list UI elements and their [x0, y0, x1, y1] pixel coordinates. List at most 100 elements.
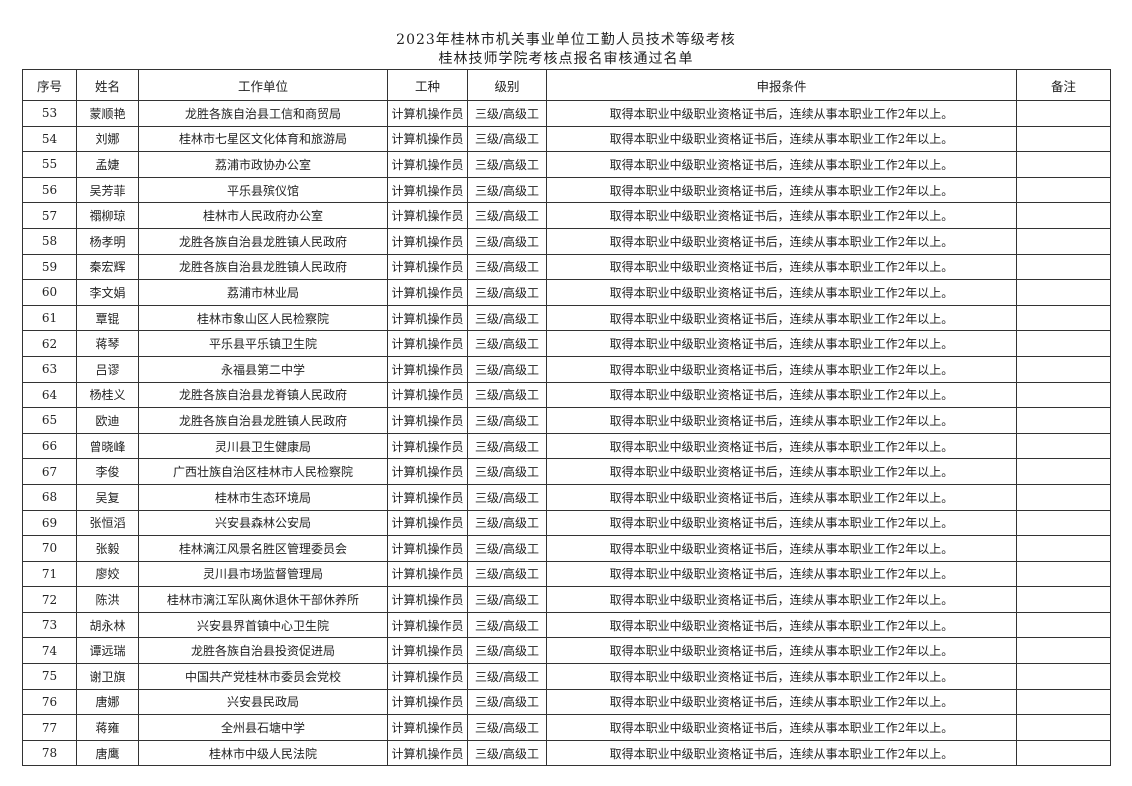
cell-level: 三级/高级工 — [467, 330, 547, 357]
cell-seq: 56 — [22, 176, 77, 204]
cell-level: 三级/高级工 — [467, 227, 547, 255]
cell-trade: 计算机操作员 — [387, 381, 468, 409]
cell-condition: 取得本职业中级职业资格证书后，连续从事本职业工作2年以上。 — [546, 663, 1017, 690]
cell-seq: 78 — [22, 739, 77, 767]
cell-unit: 龙胜各族自治县龙脊镇人民政府 — [138, 381, 388, 409]
table-row: 54 刘娜 桂林市七星区文化体育和旅游局 计算机操作员 三级/高级工 取得本职业中级职业资… — [22, 125, 1111, 153]
cell-remark — [1016, 663, 1111, 690]
cell-trade: 计算机操作员 — [387, 151, 468, 178]
cell-trade: 计算机操作员 — [387, 509, 468, 537]
cell-unit: 桂林市人民政府办公室 — [138, 202, 388, 229]
document-title: 2023年桂林市机关事业单位工勤人员技术等级考核 — [396, 32, 736, 48]
cell-level: 三级/高级工 — [467, 509, 547, 537]
cell-seq: 71 — [22, 560, 77, 588]
cell-remark — [1016, 381, 1111, 409]
cell-level: 三级/高级工 — [467, 586, 547, 613]
cell-trade: 计算机操作员 — [387, 304, 468, 332]
cell-remark — [1016, 739, 1111, 767]
table-row: 63 吕谬 永福县第二中学 计算机操作员 三级/高级工 取得本职业中级职业资格证书后，连续… — [22, 355, 1111, 383]
cell-seq: 63 — [22, 355, 77, 383]
cell-seq: 69 — [22, 509, 77, 537]
cell-name: 吴芳菲 — [76, 176, 139, 204]
cell-remark — [1016, 355, 1111, 383]
cell-name: 李文娟 — [76, 279, 139, 306]
header-level: 级别 — [467, 69, 547, 101]
cell-condition: 取得本职业中级职业资格证书后，连续从事本职业工作2年以上。 — [546, 586, 1017, 613]
table-row: 69 张恒滔 兴安县森林公安局 计算机操作员 三级/高级工 取得本职业中级职业资格证书后，… — [22, 509, 1111, 537]
cell-level: 三级/高级工 — [467, 714, 547, 741]
cell-level: 三级/高级工 — [467, 355, 547, 383]
cell-unit: 兴安县界首镇中心卫生院 — [138, 611, 388, 639]
cell-seq: 76 — [22, 688, 77, 716]
cell-seq: 55 — [22, 151, 77, 178]
table-row: 74 谭远瑞 龙胜各族自治县投资促进局 计算机操作员 三级/高级工 取得本职业中级职业资格… — [22, 637, 1111, 665]
cell-trade: 计算机操作员 — [387, 560, 468, 588]
cell-seq: 75 — [22, 663, 77, 690]
cell-remark — [1016, 509, 1111, 537]
cell-remark — [1016, 714, 1111, 741]
cell-condition: 取得本职业中级职业资格证书后，连续从事本职业工作2年以上。 — [546, 483, 1017, 511]
table-row: 76 唐娜 兴安县民政局 计算机操作员 三级/高级工 取得本职业中级职业资格证书后，连续从… — [22, 688, 1111, 716]
cell-condition: 取得本职业中级职业资格证书后，连续从事本职业工作2年以上。 — [546, 227, 1017, 255]
cell-remark — [1016, 407, 1111, 434]
cell-trade: 计算机操作员 — [387, 227, 468, 255]
cell-trade: 计算机操作员 — [387, 688, 468, 716]
cell-seq: 66 — [22, 432, 77, 460]
cell-condition: 取得本职业中级职业资格证书后，连续从事本职业工作2年以上。 — [546, 739, 1017, 767]
cell-unit: 桂林漓江风景名胜区管理委员会 — [138, 535, 388, 562]
cell-trade: 计算机操作员 — [387, 535, 468, 562]
cell-unit: 桂林市中级人民法院 — [138, 739, 388, 767]
cell-remark — [1016, 688, 1111, 716]
cell-remark — [1016, 279, 1111, 306]
cell-unit: 全州县石塘中学 — [138, 714, 388, 741]
cell-seq: 72 — [22, 586, 77, 613]
cell-level: 三级/高级工 — [467, 176, 547, 204]
cell-level: 三级/高级工 — [467, 381, 547, 409]
cell-remark — [1016, 637, 1111, 665]
cell-unit: 永福县第二中学 — [138, 355, 388, 383]
cell-condition: 取得本职业中级职业资格证书后，连续从事本职业工作2年以上。 — [546, 176, 1017, 204]
cell-remark — [1016, 611, 1111, 639]
table-row: 65 欧迪 龙胜各族自治县龙胜镇人民政府 计算机操作员 三级/高级工 取得本职业中级职业资… — [22, 407, 1111, 434]
cell-trade: 计算机操作员 — [387, 637, 468, 665]
cell-trade: 计算机操作员 — [387, 202, 468, 229]
cell-name: 孟婕 — [76, 151, 139, 178]
cell-seq: 53 — [22, 100, 77, 127]
cell-remark — [1016, 202, 1111, 229]
table-row: 58 杨孝明 龙胜各族自治县龙胜镇人民政府 计算机操作员 三级/高级工 取得本职业中级职业… — [22, 227, 1111, 255]
cell-condition: 取得本职业中级职业资格证书后，连续从事本职业工作2年以上。 — [546, 304, 1017, 332]
table-row: 77 蒋雍 全州县石塘中学 计算机操作员 三级/高级工 取得本职业中级职业资格证书后，连续… — [22, 714, 1111, 741]
cell-name: 陈洪 — [76, 586, 139, 613]
cell-unit: 平乐县平乐镇卫生院 — [138, 330, 388, 357]
cell-condition: 取得本职业中级职业资格证书后，连续从事本职业工作2年以上。 — [546, 330, 1017, 357]
cell-name: 蒋雍 — [76, 714, 139, 741]
cell-unit: 龙胜各族自治县工信和商贸局 — [138, 100, 388, 127]
cell-trade: 计算机操作员 — [387, 663, 468, 690]
table-row: 61 覃锟 桂林市象山区人民检察院 计算机操作员 三级/高级工 取得本职业中级职业资格证书… — [22, 304, 1111, 332]
cell-condition: 取得本职业中级职业资格证书后，连续从事本职业工作2年以上。 — [546, 100, 1017, 127]
cell-name: 杨孝明 — [76, 227, 139, 255]
cell-condition: 取得本职业中级职业资格证书后，连续从事本职业工作2年以上。 — [546, 279, 1017, 306]
cell-trade: 计算机操作员 — [387, 355, 468, 383]
cell-name: 欧迪 — [76, 407, 139, 434]
cell-remark — [1016, 330, 1111, 357]
cell-seq: 67 — [22, 458, 77, 485]
cell-name: 唐娜 — [76, 688, 139, 716]
cell-seq: 57 — [22, 202, 77, 229]
cell-condition: 取得本职业中级职业资格证书后，连续从事本职业工作2年以上。 — [546, 714, 1017, 741]
cell-name: 吴复 — [76, 483, 139, 511]
cell-condition: 取得本职业中级职业资格证书后，连续从事本职业工作2年以上。 — [546, 688, 1017, 716]
cell-name: 唐鹰 — [76, 739, 139, 767]
cell-seq: 70 — [22, 535, 77, 562]
table-row: 59 秦宏辉 龙胜各族自治县龙胜镇人民政府 计算机操作员 三级/高级工 取得本职业中级职业… — [22, 253, 1111, 281]
cell-remark — [1016, 100, 1111, 127]
header-seq: 序号 — [22, 69, 77, 101]
cell-level: 三级/高级工 — [467, 407, 547, 434]
table-row: 72 陈洪 桂林市漓江军队离休退休干部休养所 计算机操作员 三级/高级工 取得本职业中级职… — [22, 586, 1111, 613]
cell-level: 三级/高级工 — [467, 151, 547, 178]
cell-name: 廖姣 — [76, 560, 139, 588]
cell-condition: 取得本职业中级职业资格证书后，连续从事本职业工作2年以上。 — [546, 202, 1017, 229]
cell-condition: 取得本职业中级职业资格证书后，连续从事本职业工作2年以上。 — [546, 432, 1017, 460]
cell-level: 三级/高级工 — [467, 611, 547, 639]
cell-seq: 59 — [22, 253, 77, 281]
